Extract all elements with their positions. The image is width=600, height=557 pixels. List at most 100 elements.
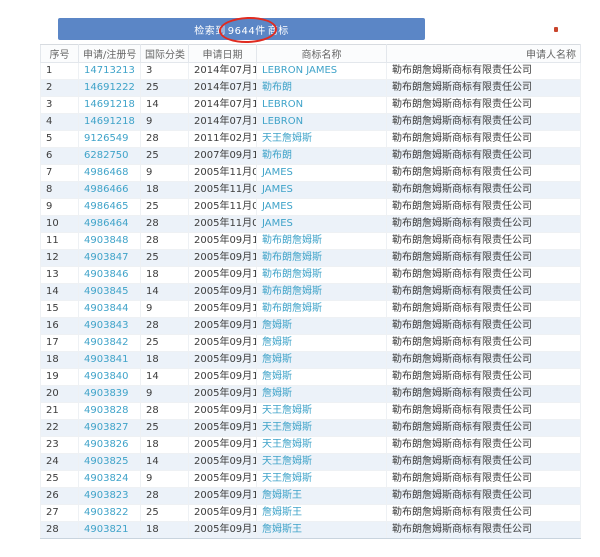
mark-name-link[interactable]: 詹姆斯王 — [262, 490, 302, 501]
cell-reg-no: 4903826 — [78, 436, 141, 454]
mark-name-link[interactable]: 詹姆斯王 — [262, 524, 302, 535]
mark-name-link[interactable]: 詹姆斯 — [262, 388, 292, 399]
cell-applicant-name: 勒布朗詹姆斯商标有限责任公司 — [386, 385, 581, 403]
cell-applicant-name: 勒布朗詹姆斯商标有限责任公司 — [386, 164, 581, 182]
mark-name-link[interactable]: 天王詹姆斯 — [262, 422, 312, 433]
cell-apply-date: 2014年07月14日 — [188, 113, 257, 131]
mark-name-link[interactable]: 詹姆斯 — [262, 320, 292, 331]
cell-intl-class: 14 — [140, 368, 189, 386]
reg-no-link[interactable]: 4903844 — [84, 303, 129, 314]
mark-name-link[interactable]: 詹姆斯 — [262, 354, 292, 365]
cell-mark-name: 天王詹姆斯 — [256, 453, 387, 471]
mark-name-link[interactable]: 詹姆斯 — [262, 337, 292, 348]
mark-name-link[interactable]: 勒布朗 — [262, 150, 292, 161]
cell-seq: 28 — [40, 521, 79, 539]
cell-reg-no: 4903844 — [78, 300, 141, 318]
cell-mark-name: 勒布朗詹姆斯 — [256, 232, 387, 250]
cell-apply-date: 2005年09月19日 — [188, 504, 257, 522]
reg-no-link[interactable]: 4903821 — [84, 524, 129, 535]
cell-intl-class: 25 — [140, 147, 189, 165]
mark-name-link[interactable]: 勒布朗詹姆斯 — [262, 286, 322, 297]
reg-no-link[interactable]: 6282750 — [84, 150, 129, 161]
mark-name-link[interactable]: 天王詹姆斯 — [262, 439, 312, 450]
reg-no-link[interactable]: 4903828 — [84, 405, 129, 416]
cell-apply-date: 2005年11月07日 — [188, 215, 257, 233]
table-row: 144903845142005年09月19日勒布朗詹姆斯勒布朗詹姆斯商标有限责任… — [40, 283, 581, 301]
table-row: 11 4903848 282005年09月19日勒布朗詹姆斯 勒布朗詹姆斯商标有限责任… — [40, 232, 581, 250]
table-row: 24 4903825 142005年09月19日天王詹姆斯 勒布朗詹姆斯商标有限责任公… — [40, 453, 581, 471]
table-row: 1 14713213 32014年07月15日 LEBRON JAMES 勒布朗詹姆斯商… — [40, 62, 581, 80]
mark-name-link[interactable]: 勒布朗詹姆斯 — [262, 252, 322, 263]
mark-name-link[interactable]: JAMES — [262, 167, 293, 178]
cell-reg-no: 4986468 — [78, 164, 141, 182]
reg-no-link[interactable]: 14691218 — [84, 99, 135, 110]
reg-no-link[interactable]: 9126549 — [84, 133, 129, 144]
mark-name-link[interactable]: JAMES — [262, 184, 293, 195]
cell-apply-date: 2014年07月15日 — [188, 62, 257, 80]
table-row: 2 14691222 252014年07月14日勒布朗 勒布朗詹姆斯商标有限责任公司 — [40, 79, 581, 97]
cell-apply-date: 2014年07月14日 — [188, 96, 257, 114]
cell-applicant-name: 勒布朗詹姆斯商标有限责任公司 — [386, 130, 581, 148]
reg-no-link[interactable]: 4903824 — [84, 473, 129, 484]
mark-name-link[interactable]: 天王詹姆斯 — [262, 456, 312, 467]
reg-no-link[interactable]: 4903843 — [84, 320, 129, 331]
cell-mark-name: 天王詹姆斯 — [256, 130, 387, 148]
reg-no-link[interactable]: 14691218 — [84, 116, 135, 127]
reg-no-link[interactable]: 4903845 — [84, 286, 129, 297]
reg-no-link[interactable]: 4986468 — [84, 167, 129, 178]
reg-no-link[interactable]: 14691222 — [84, 82, 135, 93]
reg-no-link[interactable]: 4903847 — [84, 252, 129, 263]
reg-no-link[interactable]: 4903842 — [84, 337, 129, 348]
mark-name-link[interactable]: 勒布朗 — [262, 82, 292, 93]
cell-reg-no: 4903846 — [78, 266, 141, 284]
cell-intl-class: 18 — [140, 436, 189, 454]
cell-applicant-name: 勒布朗詹姆斯商标有限责任公司 — [386, 79, 581, 97]
table-row: 6 6282750 252007年09月18日勒布朗 勒布朗詹姆斯商标有限责任公司 — [40, 147, 581, 165]
cell-reg-no: 4903839 — [78, 385, 141, 403]
cell-intl-class: 28 — [140, 130, 189, 148]
table-row: 25 4903824 92005年09月19日天王詹姆斯 勒布朗詹姆斯商标有限责任公司 — [40, 470, 581, 488]
cell-intl-class: 25 — [140, 334, 189, 352]
reg-no-link[interactable]: 14713213 — [84, 65, 135, 76]
reg-no-link[interactable]: 4903825 — [84, 456, 129, 467]
table-row: 10 4986464 282005年11月07日 JAMES 勒布朗詹姆斯商标有限责任公… — [40, 215, 581, 233]
mark-name-link[interactable]: 詹姆斯王 — [262, 507, 302, 518]
mark-name-link[interactable]: 天王詹姆斯 — [262, 405, 312, 416]
cell-apply-date: 2005年09月19日 — [188, 385, 257, 403]
reg-no-link[interactable]: 4986466 — [84, 184, 129, 195]
mark-name-link[interactable]: LEBRON — [262, 116, 304, 127]
cell-apply-date: 2005年09月19日 — [188, 470, 257, 488]
mark-name-link[interactable]: 勒布朗詹姆斯 — [262, 303, 322, 314]
mark-name-link[interactable]: 詹姆斯 — [262, 371, 292, 382]
cell-apply-date: 2011年02月17日 — [188, 130, 257, 148]
reg-no-link[interactable]: 4903839 — [84, 388, 129, 399]
reg-no-link[interactable]: 4986465 — [84, 201, 129, 212]
reg-no-link[interactable]: 4903841 — [84, 354, 129, 365]
cell-reg-no: 14691218 — [78, 96, 141, 114]
reg-no-link[interactable]: 4903822 — [84, 507, 129, 518]
cell-applicant-name: 勒布朗詹姆斯商标有限责任公司 — [386, 504, 581, 522]
reg-no-link[interactable]: 4903823 — [84, 490, 129, 501]
cell-apply-date: 2005年11月07日 — [188, 181, 257, 199]
mark-name-link[interactable]: LEBRON — [262, 99, 304, 110]
cell-seq: 22 — [40, 419, 79, 437]
reg-no-link[interactable]: 4903848 — [84, 235, 129, 246]
mark-name-link[interactable]: JAMES — [262, 201, 293, 212]
table-row: 20 4903839 92005年09月19日詹姆斯 勒布朗詹姆斯商标有限责任公司 — [40, 385, 581, 403]
cell-apply-date: 2005年09月19日 — [188, 487, 257, 505]
mark-name-link[interactable]: 勒布朗詹姆斯 — [262, 235, 322, 246]
mark-name-link[interactable]: JAMES — [262, 218, 293, 229]
cell-reg-no: 9126549 — [78, 130, 141, 148]
reg-no-link[interactable]: 4903846 — [84, 269, 129, 280]
mark-name-link[interactable]: 天王詹姆斯 — [262, 473, 312, 484]
cell-reg-no: 4986464 — [78, 215, 141, 233]
reg-no-link[interactable]: 4986464 — [84, 218, 129, 229]
mark-name-link[interactable]: 勒布朗詹姆斯 — [262, 269, 322, 280]
mark-name-link[interactable]: 天王詹姆斯 — [262, 133, 312, 144]
table-row: 22 4903827 252005年09月19日天王詹姆斯 勒布朗詹姆斯商标有限责任公… — [40, 419, 581, 437]
mark-name-link[interactable]: LEBRON JAMES — [262, 65, 338, 76]
reg-no-link[interactable]: 4903826 — [84, 439, 129, 450]
reg-no-link[interactable]: 4903840 — [84, 371, 129, 382]
cell-mark-name: 詹姆斯王 — [256, 487, 387, 505]
reg-no-link[interactable]: 4903827 — [84, 422, 129, 433]
